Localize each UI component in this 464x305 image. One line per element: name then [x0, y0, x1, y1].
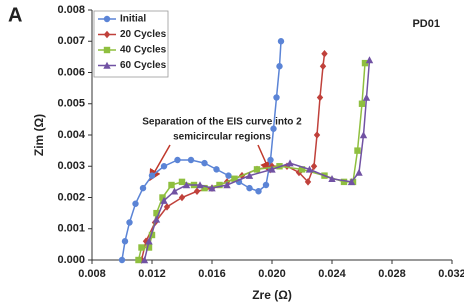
marker [159, 194, 166, 201]
y-axis-label: Zim (Ω) [32, 114, 46, 156]
marker [121, 238, 129, 245]
marker [163, 203, 171, 211]
marker [268, 165, 276, 173]
marker [286, 159, 294, 167]
marker [328, 175, 336, 182]
marker [231, 175, 238, 182]
marker [216, 181, 223, 189]
x-tick-label: 0.012 [138, 268, 166, 280]
marker [126, 219, 133, 226]
marker [168, 181, 175, 189]
legend-label: 60 Cycles [120, 60, 167, 71]
x-tick-label: 0.020 [258, 268, 286, 280]
marker [118, 256, 126, 264]
marker [193, 187, 201, 195]
marker [187, 156, 195, 164]
x-axis-label: Zre (Ω) [252, 288, 292, 302]
marker [347, 178, 356, 186]
marker [362, 93, 371, 101]
y-tick-label: 0.004 [57, 129, 85, 141]
y-tick-label: 0.001 [57, 223, 85, 235]
marker [298, 166, 306, 173]
legend-label: 40 Cycles [120, 45, 167, 56]
marker [201, 159, 208, 167]
marker [316, 93, 324, 102]
marker [208, 184, 216, 192]
marker [182, 181, 191, 189]
marker [245, 171, 254, 179]
marker [103, 61, 111, 69]
marker [135, 256, 142, 264]
x-tick-label: 0.032 [438, 268, 464, 280]
annotation: Separation of the EIS curve into 2 [142, 117, 302, 128]
marker [267, 156, 274, 164]
marker [223, 181, 231, 189]
marker [355, 168, 363, 176]
marker [304, 178, 312, 186]
marker [313, 131, 321, 139]
y-tick-label: 0.003 [57, 160, 85, 172]
marker [160, 163, 168, 170]
marker [153, 209, 160, 217]
marker [148, 172, 156, 179]
marker [132, 200, 139, 207]
legend-label: Initial [120, 14, 146, 25]
marker [178, 178, 186, 186]
marker [148, 231, 156, 239]
marker [305, 165, 314, 173]
marker [262, 181, 270, 189]
x-tick-label: 0.016 [198, 268, 226, 280]
marker [273, 94, 280, 101]
marker [359, 131, 368, 139]
marker [138, 244, 145, 251]
marker [270, 125, 277, 132]
marker [310, 162, 318, 170]
marker [340, 178, 348, 186]
marker [255, 188, 262, 195]
legend-label: 20 Cycles [120, 29, 167, 40]
marker [201, 184, 208, 192]
marker [319, 62, 327, 70]
y-tick-label: 0.002 [57, 191, 85, 203]
marker [103, 15, 111, 23]
marker [103, 46, 111, 54]
marker [145, 237, 153, 245]
panel-label: A [8, 4, 22, 26]
marker [142, 237, 150, 245]
x-tick-label: 0.024 [318, 268, 346, 280]
marker [178, 193, 186, 202]
marker [246, 184, 253, 192]
sample-label: PD01 [412, 18, 440, 30]
marker [354, 147, 361, 154]
marker [103, 30, 111, 39]
marker [174, 156, 181, 164]
y-tick-label: 0.007 [57, 35, 85, 47]
marker [358, 100, 366, 107]
marker [361, 59, 369, 67]
y-tick-label: 0.000 [57, 254, 85, 266]
marker [139, 184, 147, 192]
marker [170, 187, 179, 195]
y-tick-label: 0.006 [57, 66, 85, 78]
marker [145, 244, 153, 251]
series-line [140, 53, 326, 261]
marker [321, 50, 328, 58]
marker [140, 256, 149, 264]
y-tick-label: 0.005 [57, 98, 85, 110]
x-tick-label: 0.008 [78, 268, 106, 280]
y-tick-label: 0.008 [57, 4, 85, 16]
marker [213, 166, 220, 173]
marker [276, 63, 283, 70]
marker [365, 56, 374, 64]
x-tick-label: 0.028 [378, 268, 406, 280]
marker [277, 38, 285, 45]
marker [160, 196, 168, 204]
marker [152, 215, 161, 223]
marker [225, 172, 232, 179]
annotation: semicircular regions [173, 132, 271, 143]
marker [253, 166, 261, 173]
marker [196, 181, 204, 189]
